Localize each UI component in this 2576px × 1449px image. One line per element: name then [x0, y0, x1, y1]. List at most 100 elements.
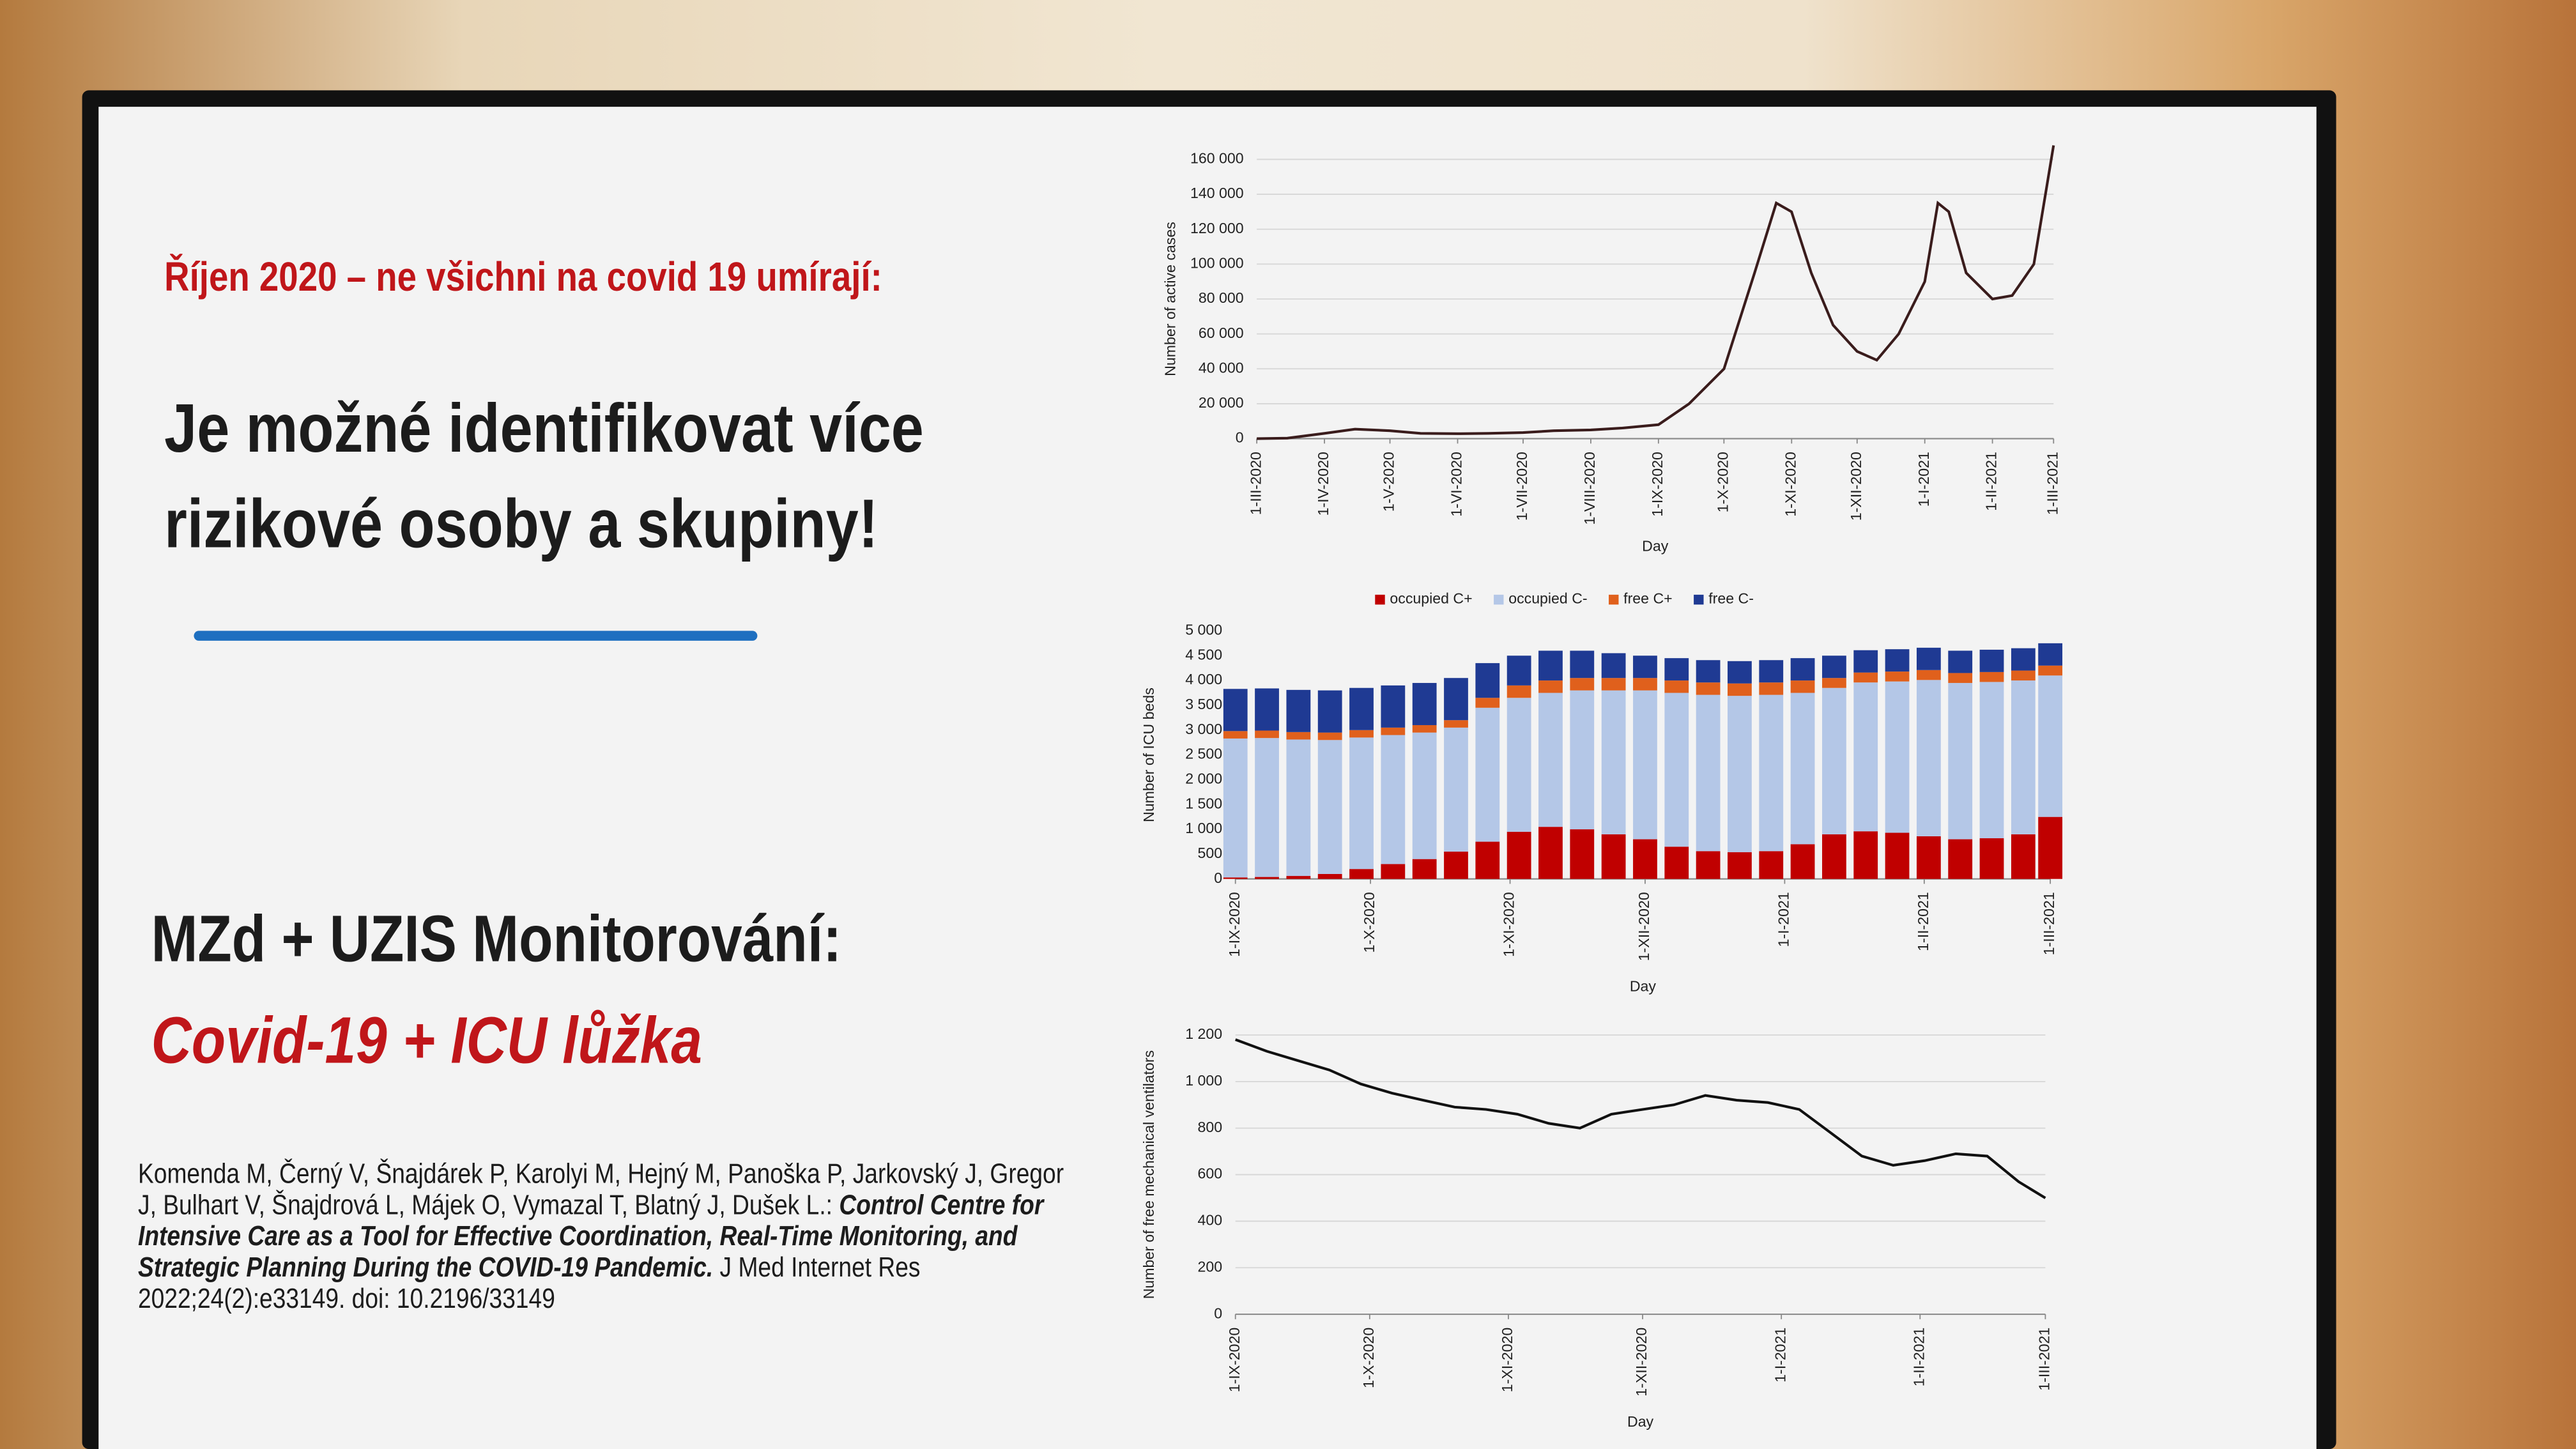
citation-title: Control Centre for Intensive Care as a T… [138, 1189, 1044, 1284]
monitoring-title: MZd + UZIS Monitorování: [151, 903, 842, 976]
bar-segment [1885, 832, 1910, 879]
bar-segment [2038, 643, 2063, 666]
bar-segment [1381, 864, 1406, 879]
bar-segment [1538, 650, 1563, 681]
bar-segment [1822, 687, 1846, 834]
x-tick-label: 1-I-2021 [1775, 892, 1792, 947]
bar-segment [1381, 735, 1406, 864]
x-tick-label: 1-XI-2020 [1501, 892, 1517, 957]
x-axis-title: Day [1642, 537, 1669, 554]
bar-segment [1317, 732, 1342, 740]
bar-segment [1696, 694, 1721, 852]
y-tick-label: 4 500 [1185, 646, 1222, 663]
y-tick-label: 40 000 [1199, 359, 1244, 376]
bar-segment [2011, 680, 2035, 834]
bar-segment [1475, 841, 1500, 879]
bar-segment [1255, 688, 1279, 731]
bar-segment [1696, 682, 1721, 695]
bar-segment [1412, 732, 1437, 859]
bar-segment [1412, 724, 1437, 733]
y-tick-label: 20 000 [1199, 394, 1244, 411]
bar-segment [2038, 665, 2063, 676]
bar-segment [1664, 693, 1689, 847]
bar-segment [1696, 851, 1721, 879]
y-axis-title: Number of active cases [1162, 222, 1179, 376]
bar-segment [1633, 839, 1657, 879]
bar-segment [1255, 877, 1279, 879]
bar-segment [2011, 648, 2035, 671]
bar-segment [1349, 730, 1374, 738]
y-tick-label: 0 [1214, 870, 1222, 886]
y-tick-label: 3 500 [1185, 696, 1222, 712]
bar-segment [1664, 680, 1689, 693]
bar-segment [1822, 678, 1846, 688]
bar-segment [1601, 678, 1626, 691]
bar-segment [1979, 682, 2004, 839]
y-axis-title: Number of ICU beds [1140, 687, 1157, 822]
y-tick-label: 60 000 [1199, 325, 1244, 341]
bar-segment [1286, 689, 1311, 732]
bar-segment [1885, 671, 1910, 682]
bar-segment [1538, 680, 1563, 693]
x-tick-label: 1-I-2021 [1772, 1328, 1788, 1383]
x-tick-label: 1-II-2021 [1983, 452, 2000, 511]
bar-segment [1444, 678, 1468, 721]
bar-segment [1475, 707, 1500, 842]
y-tick-label: 1 000 [1185, 1072, 1222, 1089]
bar-segment [1444, 720, 1468, 728]
bar-segment [1916, 836, 1941, 879]
y-tick-label: 100 000 [1190, 254, 1244, 271]
x-tick-label: 1-I-2021 [1915, 452, 1932, 507]
slide-message: Je možné identifikovat více rizikové oso… [164, 389, 924, 562]
bar-segment [1412, 682, 1437, 725]
bar-segment [1822, 834, 1846, 879]
legend-label: free C- [1708, 590, 1754, 607]
x-tick-label: 1-II-2021 [1915, 892, 1931, 951]
y-tick-label: 2 000 [1185, 770, 1222, 787]
bar-segment [1475, 698, 1500, 708]
bar-segment [1506, 698, 1531, 832]
bar-segment [2011, 670, 2035, 681]
x-tick-label: 1-III-2020 [1247, 452, 1264, 515]
x-tick-label: 1-IX-2020 [1226, 1328, 1243, 1393]
y-tick-label: 200 [1198, 1258, 1223, 1275]
bar-segment [1853, 672, 1878, 683]
bar-segment [1664, 658, 1689, 681]
legend-swatch [1375, 594, 1385, 605]
y-tick-label: 120 000 [1190, 220, 1244, 236]
y-tick-label: 160 000 [1190, 150, 1244, 167]
bar-segment [1916, 647, 1941, 670]
bar-segment [1255, 738, 1279, 877]
bar-segment [1664, 847, 1689, 879]
citation-journal: J Med Internet Res 2022;24(2):e33149. do… [138, 1252, 921, 1315]
y-tick-label: 500 [1198, 845, 1223, 861]
bar-segment [2038, 816, 2063, 879]
bar-segment [1570, 650, 1595, 678]
x-tick-label: 1-VII-2020 [1514, 452, 1530, 521]
bar-segment [1790, 693, 1815, 845]
bar-segment [2038, 675, 2063, 817]
underline-stroke [194, 631, 758, 641]
y-tick-label: 140 000 [1190, 185, 1244, 201]
bar-segment [1916, 670, 1941, 680]
bar-segment [1223, 738, 1248, 878]
bar-segment [1349, 737, 1374, 870]
bar-segment [1223, 877, 1248, 879]
x-tick-label: 1-XII-2020 [1633, 1328, 1650, 1397]
bar-segment [1317, 740, 1342, 874]
bar-segment [1633, 678, 1657, 691]
bar-segment [1948, 673, 1973, 683]
x-axis-title: Day [1627, 1413, 1654, 1430]
bar-segment [1633, 656, 1657, 678]
legend-swatch [1609, 594, 1619, 605]
x-tick-label: 1-VIII-2020 [1581, 452, 1598, 525]
bar-segment [1286, 876, 1311, 879]
y-tick-label: 1 500 [1185, 795, 1222, 811]
bar-segment [1223, 689, 1248, 732]
x-tick-label: 1-IX-2020 [1649, 452, 1666, 517]
bar-segment [1506, 685, 1531, 698]
bar-segment [1759, 682, 1784, 695]
y-tick-label: 0 [1236, 429, 1244, 446]
bar-segment [1601, 834, 1626, 879]
